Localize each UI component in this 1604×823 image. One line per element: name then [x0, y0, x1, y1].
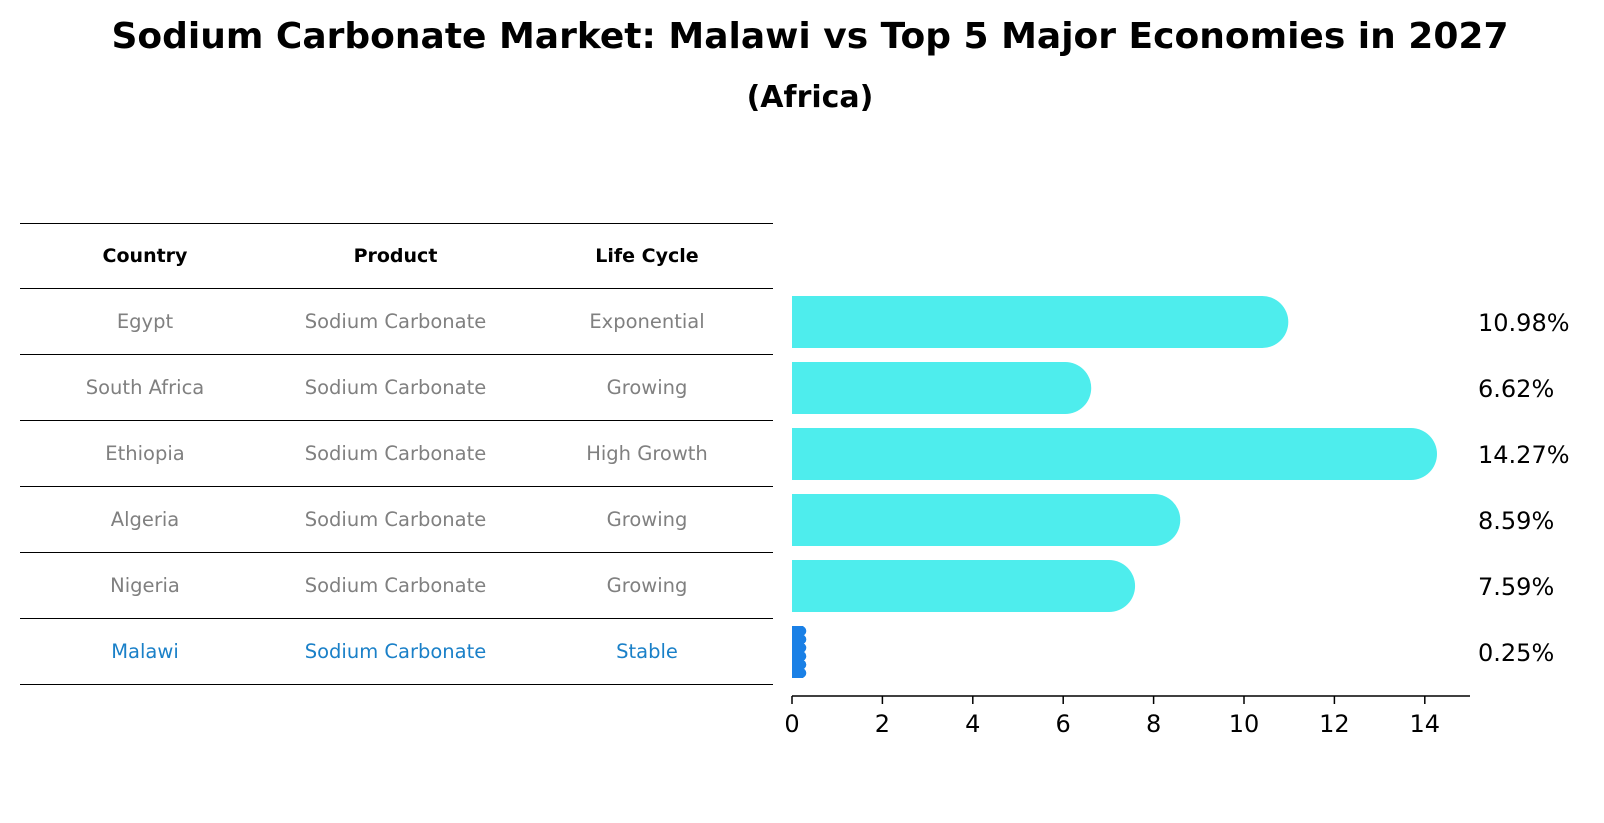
- bar-malawi: [792, 626, 804, 678]
- table-row: Ethiopia Sodium Carbonate High Growth: [20, 421, 773, 487]
- table-header-row: Country Product Life Cycle: [20, 223, 773, 289]
- life-cycle-cell: Growing: [606, 574, 688, 597]
- x-tick-label: 14: [1410, 710, 1441, 738]
- table-row: South Africa Sodium Carbonate Growing: [20, 355, 773, 421]
- life-cycle-cell: Exponential: [589, 310, 705, 333]
- product-cell: Sodium Carbonate: [304, 442, 487, 465]
- bar-south-africa: [792, 362, 1092, 414]
- chart-title: Sodium Carbonate Market: Malawi vs Top 5…: [111, 16, 1509, 57]
- table-row: Algeria Sodium Carbonate Growing: [20, 487, 773, 553]
- value-label: 8.59%: [1478, 507, 1554, 535]
- bar-nigeria: [792, 560, 1136, 612]
- x-tick-label: 2: [875, 710, 890, 738]
- product-cell: Sodium Carbonate: [304, 310, 487, 333]
- country-cell: Nigeria: [110, 574, 180, 597]
- value-label: 0.25%: [1478, 639, 1554, 667]
- table-row: Nigeria Sodium Carbonate Growing: [20, 553, 773, 619]
- bar-egypt: [792, 296, 1289, 348]
- table-row-highlighted: Malawi Sodium Carbonate Stable: [20, 619, 773, 685]
- life-cycle-cell: Growing: [606, 508, 688, 531]
- x-tick-label: 0: [784, 710, 799, 738]
- table-row: Egypt Sodium Carbonate Exponential: [20, 289, 773, 355]
- country-cell: Algeria: [110, 508, 180, 531]
- value-label: 6.62%: [1478, 375, 1554, 403]
- header-country: Country: [102, 245, 188, 267]
- header-product: Product: [353, 245, 438, 267]
- country-cell: Ethiopia: [105, 442, 185, 465]
- bar-algeria: [792, 494, 1181, 546]
- x-tick-label: 4: [965, 710, 980, 738]
- chart-subtitle: (Africa): [746, 80, 874, 115]
- life-cycle-cell: Stable: [616, 640, 678, 663]
- life-cycle-cell: High Growth: [586, 442, 708, 465]
- header-life-cycle: Life Cycle: [595, 245, 699, 267]
- country-cell: Malawi: [111, 640, 179, 663]
- value-label: 10.98%: [1478, 309, 1570, 337]
- value-label: 7.59%: [1478, 573, 1554, 601]
- bar-ethiopia: [792, 428, 1438, 480]
- product-cell: Sodium Carbonate: [304, 376, 487, 399]
- x-tick-label: 12: [1319, 710, 1350, 738]
- life-cycle-cell: Growing: [606, 376, 688, 399]
- data-table: Country Product Life Cycle Egypt Sodium …: [20, 223, 773, 685]
- x-tick-label: 6: [1056, 710, 1071, 738]
- country-cell: Egypt: [116, 310, 174, 333]
- country-cell: South Africa: [85, 376, 205, 399]
- x-tick-label: 8: [1146, 710, 1161, 738]
- product-cell: Sodium Carbonate: [304, 640, 487, 663]
- product-cell: Sodium Carbonate: [304, 508, 487, 531]
- product-cell: Sodium Carbonate: [304, 574, 487, 597]
- value-label: 14.27%: [1478, 441, 1570, 469]
- x-tick-label: 10: [1229, 710, 1260, 738]
